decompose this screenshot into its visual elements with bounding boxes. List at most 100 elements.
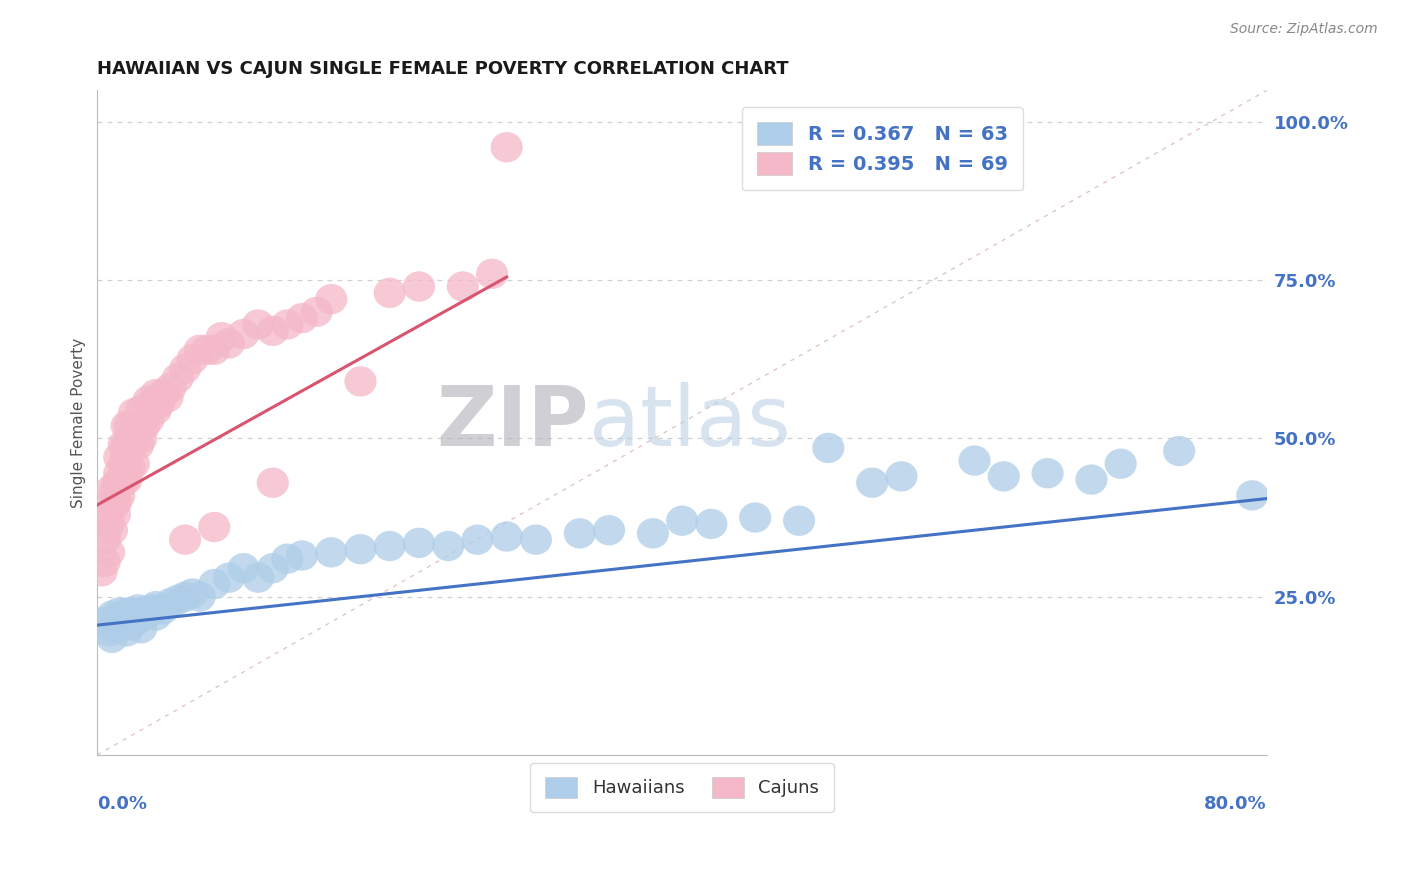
Ellipse shape: [886, 461, 918, 491]
Ellipse shape: [96, 515, 128, 545]
Ellipse shape: [118, 426, 150, 457]
Ellipse shape: [1105, 449, 1137, 479]
Ellipse shape: [447, 271, 479, 301]
Text: 0.0%: 0.0%: [97, 795, 148, 813]
Ellipse shape: [114, 410, 146, 441]
Ellipse shape: [1032, 458, 1064, 489]
Ellipse shape: [96, 474, 128, 504]
Ellipse shape: [122, 604, 155, 634]
Ellipse shape: [118, 414, 150, 444]
Ellipse shape: [564, 518, 596, 549]
Ellipse shape: [666, 506, 699, 536]
Ellipse shape: [139, 395, 172, 425]
Ellipse shape: [477, 259, 508, 289]
Ellipse shape: [139, 591, 172, 622]
Ellipse shape: [148, 594, 179, 624]
Ellipse shape: [118, 398, 150, 428]
Ellipse shape: [637, 518, 669, 549]
Ellipse shape: [114, 600, 146, 631]
Ellipse shape: [184, 582, 215, 612]
Ellipse shape: [696, 508, 727, 539]
Ellipse shape: [103, 598, 135, 628]
Ellipse shape: [93, 500, 125, 530]
Ellipse shape: [959, 445, 991, 475]
Ellipse shape: [271, 543, 304, 574]
Ellipse shape: [118, 607, 150, 637]
Ellipse shape: [783, 506, 815, 536]
Ellipse shape: [132, 598, 165, 628]
Ellipse shape: [198, 512, 231, 542]
Ellipse shape: [198, 334, 231, 365]
Ellipse shape: [89, 607, 121, 637]
Ellipse shape: [740, 502, 772, 533]
Ellipse shape: [114, 610, 146, 640]
Ellipse shape: [136, 388, 169, 418]
Ellipse shape: [374, 277, 406, 308]
Ellipse shape: [132, 404, 165, 434]
Ellipse shape: [89, 547, 121, 577]
Ellipse shape: [128, 600, 160, 631]
Ellipse shape: [593, 515, 626, 545]
Ellipse shape: [461, 524, 494, 555]
Ellipse shape: [128, 410, 160, 441]
Ellipse shape: [114, 451, 146, 482]
Ellipse shape: [101, 467, 134, 498]
Ellipse shape: [89, 524, 121, 555]
Ellipse shape: [315, 537, 347, 567]
Ellipse shape: [176, 578, 208, 608]
Ellipse shape: [198, 569, 231, 599]
Ellipse shape: [98, 477, 131, 508]
Ellipse shape: [242, 563, 274, 593]
Ellipse shape: [856, 467, 889, 498]
Ellipse shape: [155, 373, 187, 403]
Ellipse shape: [520, 524, 553, 555]
Ellipse shape: [111, 616, 142, 647]
Ellipse shape: [344, 534, 377, 565]
Ellipse shape: [152, 382, 184, 412]
Ellipse shape: [142, 388, 174, 418]
Ellipse shape: [125, 395, 157, 425]
Ellipse shape: [212, 563, 245, 593]
Ellipse shape: [257, 316, 288, 346]
Text: atlas: atlas: [589, 382, 790, 463]
Ellipse shape: [285, 303, 318, 334]
Text: ZIP: ZIP: [436, 382, 589, 463]
Ellipse shape: [93, 616, 125, 647]
Ellipse shape: [162, 584, 194, 615]
Ellipse shape: [148, 379, 179, 409]
Ellipse shape: [122, 417, 155, 447]
Ellipse shape: [169, 524, 201, 555]
Ellipse shape: [125, 423, 157, 454]
Ellipse shape: [136, 594, 169, 624]
Ellipse shape: [162, 363, 194, 393]
Ellipse shape: [212, 328, 245, 359]
Ellipse shape: [100, 486, 132, 516]
Ellipse shape: [111, 607, 142, 637]
Ellipse shape: [96, 600, 128, 631]
Ellipse shape: [205, 322, 238, 352]
Ellipse shape: [169, 582, 201, 612]
Ellipse shape: [103, 610, 135, 640]
Ellipse shape: [169, 353, 201, 384]
Legend: Hawaiians, Cajuns: Hawaiians, Cajuns: [530, 763, 834, 813]
Ellipse shape: [111, 465, 142, 495]
Ellipse shape: [1076, 465, 1108, 495]
Ellipse shape: [813, 433, 845, 463]
Ellipse shape: [96, 490, 128, 520]
Ellipse shape: [491, 132, 523, 162]
Ellipse shape: [125, 598, 157, 628]
Ellipse shape: [1163, 436, 1195, 467]
Ellipse shape: [228, 318, 260, 349]
Ellipse shape: [155, 588, 187, 618]
Ellipse shape: [404, 271, 434, 301]
Ellipse shape: [91, 512, 124, 542]
Ellipse shape: [125, 408, 157, 438]
Text: Source: ZipAtlas.com: Source: ZipAtlas.com: [1230, 22, 1378, 37]
Ellipse shape: [344, 367, 377, 397]
Ellipse shape: [285, 541, 318, 571]
Ellipse shape: [114, 430, 146, 460]
Text: HAWAIIAN VS CAJUN SINGLE FEMALE POVERTY CORRELATION CHART: HAWAIIAN VS CAJUN SINGLE FEMALE POVERTY …: [97, 60, 789, 78]
Ellipse shape: [118, 598, 150, 628]
Ellipse shape: [98, 613, 131, 643]
Ellipse shape: [122, 430, 155, 460]
